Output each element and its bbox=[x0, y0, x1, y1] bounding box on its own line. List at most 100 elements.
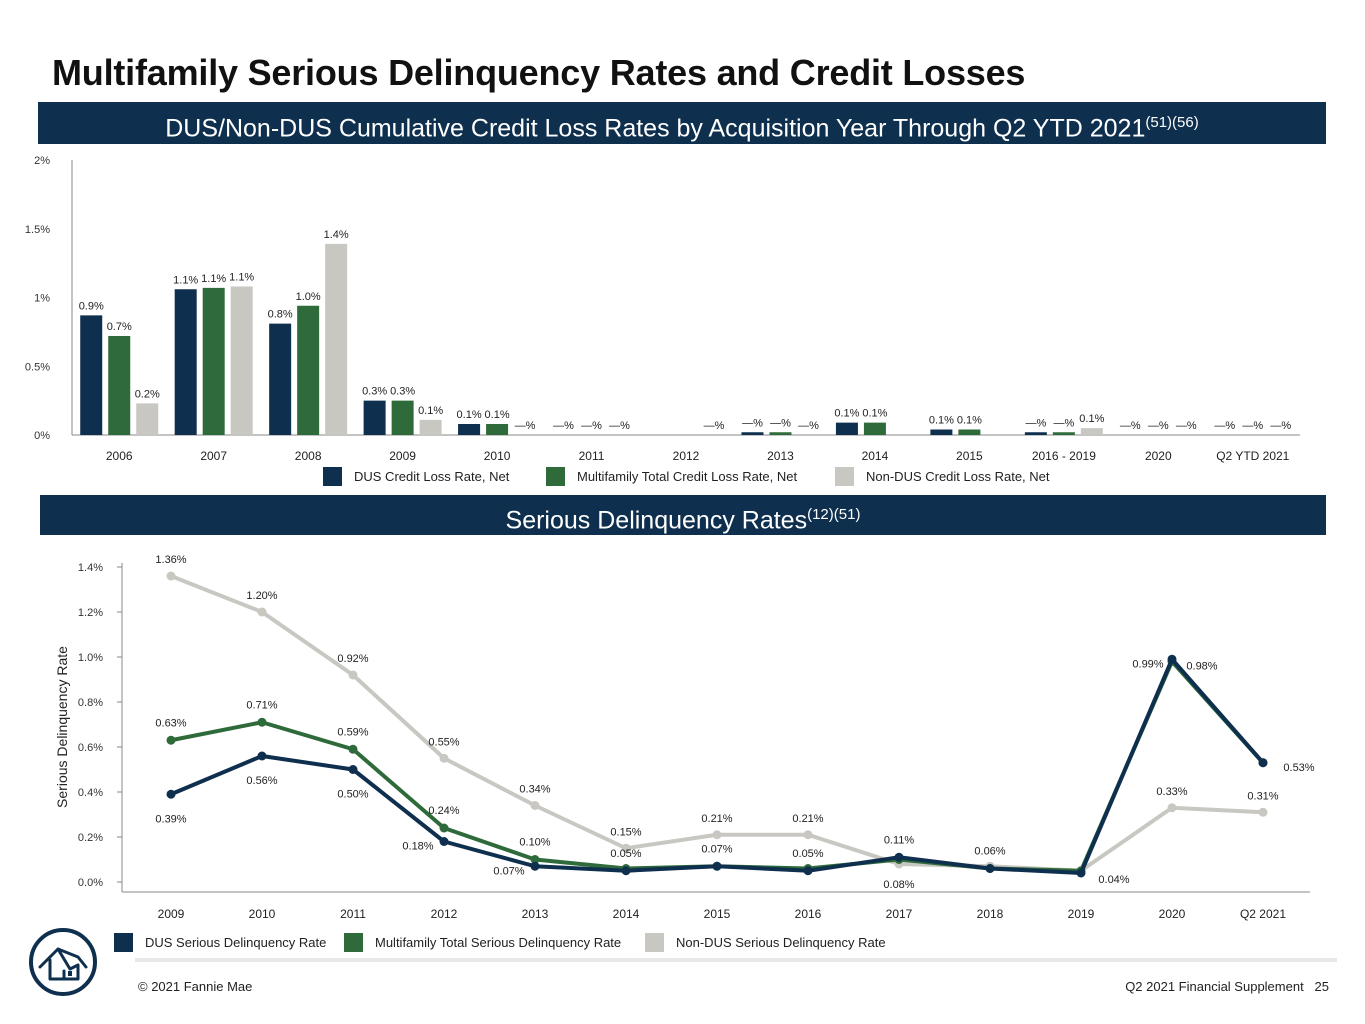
line-data-label: 0.21% bbox=[701, 813, 732, 825]
footer-divider bbox=[135, 958, 1337, 962]
bar-x-tick-label: 2007 bbox=[200, 449, 227, 463]
legend-swatch bbox=[835, 467, 854, 486]
bar bbox=[741, 432, 764, 435]
legend-dus-delinquency: DUS Serious Delinquency Rate bbox=[114, 933, 326, 952]
bar-x-tick-label: 2008 bbox=[295, 449, 322, 463]
line-data-label: 0.24% bbox=[428, 805, 459, 817]
legend-swatch bbox=[344, 933, 363, 952]
bar-data-label: 0.2% bbox=[135, 388, 160, 400]
bar bbox=[1080, 428, 1103, 435]
bar-data-label: 0.1% bbox=[485, 409, 510, 421]
bar-data-label: —% bbox=[798, 420, 819, 432]
line-data-label: 0.98% bbox=[1186, 661, 1217, 673]
bar bbox=[930, 429, 953, 435]
line-data-label: 0.50% bbox=[337, 789, 368, 801]
series-line bbox=[170, 574, 1264, 873]
bar-x-tick-label: Q2 YTD 2021 bbox=[1216, 449, 1289, 463]
line-data-label: 1.20% bbox=[246, 590, 277, 602]
bar bbox=[80, 315, 103, 435]
line-x-tick-label: 2009 bbox=[158, 907, 185, 921]
footer-page-info: Q2 2021 Financial Supplement 25 bbox=[1125, 979, 1329, 994]
bar-data-label: 1.0% bbox=[296, 291, 321, 303]
bar bbox=[458, 424, 481, 435]
series-point bbox=[166, 735, 176, 745]
line-data-label: 1.36% bbox=[155, 554, 186, 566]
bar-x-tick-label: 2014 bbox=[862, 449, 889, 463]
bar-data-label: 0.8% bbox=[268, 309, 293, 321]
line-data-label: 0.18% bbox=[402, 841, 433, 853]
bar-data-label: 1.4% bbox=[324, 229, 349, 241]
legend-label: DUS Credit Loss Rate, Net bbox=[354, 469, 510, 484]
bar bbox=[769, 432, 792, 435]
line-data-label: 0.39% bbox=[155, 813, 186, 825]
line-x-tick-label: 2015 bbox=[704, 907, 731, 921]
series-point bbox=[803, 866, 813, 876]
line-y-tick-label: 0.2% bbox=[78, 832, 103, 844]
bar-data-label: 0.9% bbox=[79, 300, 104, 312]
series-point bbox=[712, 861, 722, 871]
bar bbox=[835, 422, 858, 435]
series-point bbox=[712, 861, 722, 871]
line-data-label: 0.15% bbox=[610, 826, 641, 838]
series-point bbox=[257, 607, 267, 617]
series-line bbox=[170, 659, 1265, 873]
line-y-axis-title: Serious Delinquency Rate bbox=[54, 646, 70, 808]
series-point bbox=[348, 744, 358, 754]
bar-data-label: —% bbox=[1176, 420, 1197, 432]
line-data-label: 0.59% bbox=[337, 726, 368, 738]
bar bbox=[486, 424, 509, 435]
bar bbox=[958, 429, 981, 435]
line-x-tick-label: 2019 bbox=[1068, 907, 1095, 921]
bar-data-label: —% bbox=[1148, 420, 1169, 432]
legend-nondus-delinquency: Non-DUS Serious Delinquency Rate bbox=[645, 933, 886, 952]
bar-data-label: —% bbox=[1214, 420, 1235, 432]
line-y-tick-label: 0.0% bbox=[78, 877, 103, 889]
series-point bbox=[166, 571, 176, 581]
bar-x-tick-label: 2020 bbox=[1145, 449, 1172, 463]
bar-data-label: 0.1% bbox=[834, 408, 859, 420]
bar-data-label: 0.1% bbox=[929, 415, 954, 427]
bar-data-label: —% bbox=[742, 417, 763, 429]
series-point bbox=[348, 670, 358, 680]
series-point bbox=[621, 864, 631, 873]
line-chart-title-banner: Serious Delinquency Rates(12)(51) bbox=[40, 495, 1326, 535]
line-x-tick-label: 2011 bbox=[340, 907, 366, 921]
line-data-label: 0.55% bbox=[428, 736, 459, 748]
bar-data-label: —% bbox=[770, 417, 791, 429]
bar bbox=[1024, 432, 1047, 435]
bar bbox=[297, 305, 320, 435]
bar bbox=[108, 336, 131, 435]
bar bbox=[202, 287, 225, 435]
line-data-label: 0.04% bbox=[1098, 874, 1129, 886]
bar-y-tick-label: 1.5% bbox=[25, 224, 50, 236]
bar-data-label: 0.1% bbox=[418, 405, 443, 417]
series-point bbox=[439, 823, 449, 833]
bar-chart-title-footnote: (51)(56) bbox=[1145, 114, 1199, 131]
bar-x-tick-label: 2010 bbox=[484, 449, 511, 463]
line-data-label: 0.11% bbox=[884, 834, 915, 846]
line-data-label: 0.33% bbox=[1156, 786, 1187, 798]
bar-x-tick-label: 2013 bbox=[767, 449, 794, 463]
line-data-label: 0.05% bbox=[792, 848, 823, 860]
line-x-tick-label: 2017 bbox=[886, 907, 913, 921]
bar-data-label: —% bbox=[1242, 420, 1263, 432]
line-x-tick-label: Q2 2021 bbox=[1240, 907, 1286, 921]
series-point bbox=[1076, 868, 1086, 878]
line-data-label: 0.92% bbox=[337, 653, 368, 665]
bar-chart-title-banner: DUS/Non-DUS Cumulative Credit Loss Rates… bbox=[38, 102, 1326, 144]
bar-data-label: 0.1% bbox=[862, 408, 887, 420]
bar bbox=[863, 422, 886, 435]
legend-swatch bbox=[114, 933, 133, 952]
line-x-tick-label: 2014 bbox=[613, 907, 640, 921]
bar bbox=[1052, 432, 1075, 435]
bar bbox=[391, 400, 414, 435]
line-data-label: 0.63% bbox=[155, 717, 186, 729]
line-x-tick-label: 2016 bbox=[795, 907, 822, 921]
legend-swatch bbox=[546, 467, 565, 486]
bar-y-tick-label: 0.5% bbox=[25, 361, 50, 373]
line-data-label: 0.06% bbox=[974, 846, 1005, 858]
line-y-tick-label: 1.2% bbox=[78, 607, 103, 619]
bar-y-tick-label: 1% bbox=[34, 293, 50, 305]
legend-label: Non-DUS Serious Delinquency Rate bbox=[676, 935, 886, 950]
bar-data-label: —% bbox=[553, 420, 574, 432]
